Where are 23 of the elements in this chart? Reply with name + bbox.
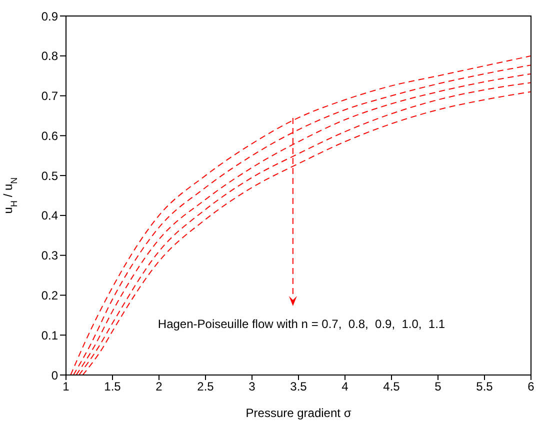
x-tick-label: 6 bbox=[528, 380, 535, 394]
y-tick-label: 0.8 bbox=[41, 49, 58, 64]
x-tick-label: 2 bbox=[156, 380, 163, 394]
x-tick-label: 5 bbox=[434, 380, 442, 394]
x-tick-label: 3.5 bbox=[290, 380, 308, 394]
y-tick-label: 0.5 bbox=[41, 168, 58, 183]
x-tick-label: 5.5 bbox=[476, 380, 494, 394]
x-tick-label: 4.5 bbox=[383, 380, 400, 394]
y-tick-label: 0.4 bbox=[41, 208, 58, 223]
x-tick-label: 1 bbox=[62, 380, 70, 394]
y-tick-label: 0.2 bbox=[41, 288, 58, 302]
x-tick-label: 2.5 bbox=[197, 380, 214, 394]
y-tick-label: 0 bbox=[51, 368, 58, 382]
y-tick-label: 0.1 bbox=[41, 328, 58, 342]
x-tick-label: 1.5 bbox=[104, 380, 122, 394]
annotation: Hagen-Poiseuille flow with n = 0.7, 0.8, 0.9, 1.0, 1.1 bbox=[158, 317, 446, 331]
x-tick-label: 3 bbox=[248, 380, 256, 394]
y-tick-label: 0.9 bbox=[41, 9, 58, 24]
y-tick-label: 0.3 bbox=[41, 248, 58, 263]
y-tick-label: 0.7 bbox=[41, 89, 58, 104]
x-tick-label: 4 bbox=[342, 380, 349, 394]
x-axis-title: Pressure gradient σ bbox=[246, 406, 352, 420]
y-tick-label: 0.6 bbox=[41, 128, 58, 143]
